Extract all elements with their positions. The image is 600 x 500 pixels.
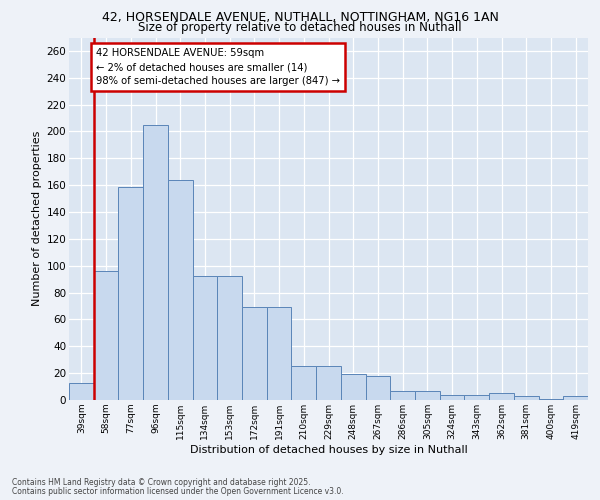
Bar <box>440 394 464 400</box>
Bar <box>539 398 563 400</box>
Text: 42, HORSENDALE AVENUE, NUTHALL, NOTTINGHAM, NG16 1AN: 42, HORSENDALE AVENUE, NUTHALL, NOTTINGH… <box>101 12 499 24</box>
Bar <box>118 186 143 400</box>
Bar <box>193 276 217 400</box>
Text: 42 HORSENDALE AVENUE: 59sqm
← 2% of detached houses are smaller (14)
98% of semi: 42 HORSENDALE AVENUE: 59sqm ← 2% of deta… <box>96 48 340 86</box>
Bar <box>563 396 588 400</box>
X-axis label: Distribution of detached houses by size in Nuthall: Distribution of detached houses by size … <box>190 444 467 454</box>
Bar <box>489 394 514 400</box>
Bar <box>69 382 94 400</box>
Bar <box>168 180 193 400</box>
Bar <box>94 271 118 400</box>
Bar <box>390 390 415 400</box>
Bar <box>143 125 168 400</box>
Bar <box>365 376 390 400</box>
Bar <box>341 374 365 400</box>
Y-axis label: Number of detached properties: Number of detached properties <box>32 131 43 306</box>
Bar <box>217 276 242 400</box>
Bar <box>316 366 341 400</box>
Bar <box>514 396 539 400</box>
Bar <box>242 308 267 400</box>
Bar <box>464 394 489 400</box>
Text: Size of property relative to detached houses in Nuthall: Size of property relative to detached ho… <box>138 22 462 35</box>
Text: Contains public sector information licensed under the Open Government Licence v3: Contains public sector information licen… <box>12 487 344 496</box>
Text: Contains HM Land Registry data © Crown copyright and database right 2025.: Contains HM Land Registry data © Crown c… <box>12 478 311 487</box>
Bar <box>267 308 292 400</box>
Bar <box>292 366 316 400</box>
Bar <box>415 390 440 400</box>
